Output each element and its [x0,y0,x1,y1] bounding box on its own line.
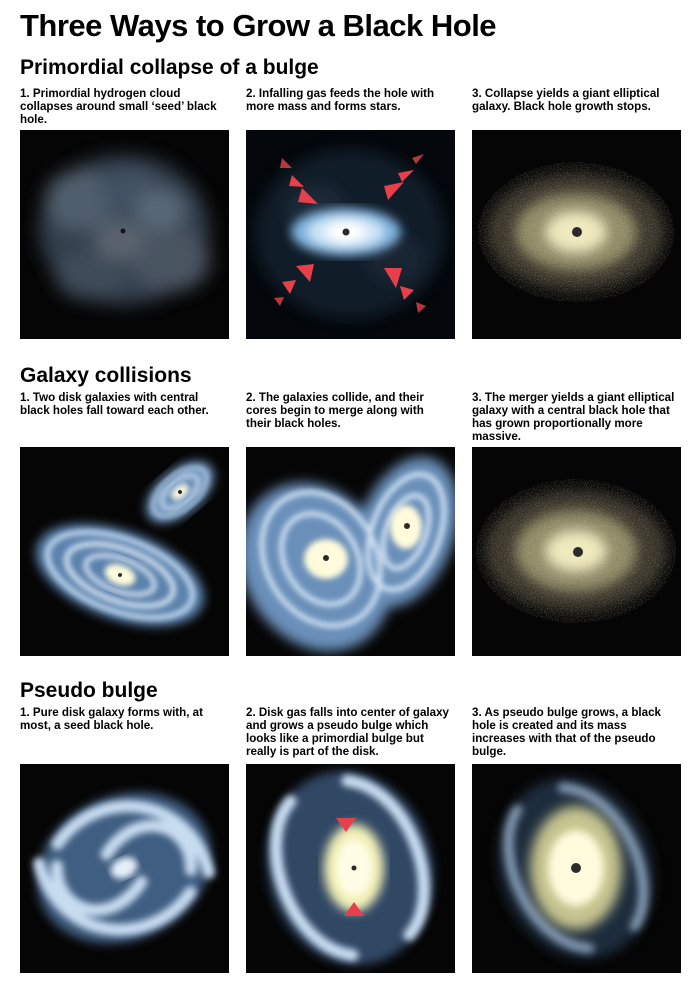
black-hole [572,227,582,237]
caption-collision-step-1: 1. Two disk galaxies with central black … [20,391,209,417]
panel-infalling-gas [246,130,455,339]
caption-primordial-step-2: 2. Infalling gas feeds the hole with mor… [246,87,435,113]
red-arrow-icon [274,297,284,306]
red-arrow-icon [289,175,304,187]
red-arrow-icon [412,154,424,164]
panel-disk-gas-infall [246,764,455,973]
panel-giant-elliptical-1 [472,130,681,339]
panel-two-disk-galaxies [20,447,229,656]
red-arrow-icon [280,158,292,168]
black-hole [351,865,357,871]
caption-primordial-step-3: 3. Collapse yields a giant elliptical ga… [472,87,660,113]
red-arrow-icon [398,170,414,182]
pseudo-bulge-growth-illustration [472,764,681,973]
panel-pure-disk-galaxy [20,764,229,973]
disk-gas-infall-illustration [246,764,455,973]
red-arrow-icon [400,286,414,300]
red-arrow-icon [298,188,318,204]
red-arrow-icon [384,182,404,200]
panel-primordial-hydrogen-cloud [20,130,229,339]
pure-disk-galaxy-illustration [20,764,229,973]
section-heading-galaxy-collisions: Galaxy collisions [20,364,192,387]
hydrogen-cloud-illustration [20,130,229,339]
red-arrow-icon [282,280,296,294]
black-hole [342,228,350,236]
colliding-galaxies-illustration [246,447,455,656]
red-arrow-up-icon [344,902,364,916]
section-heading-pseudo-bulge: Pseudo bulge [20,679,158,702]
merged-elliptical-illustration [472,447,681,656]
red-arrow-down-icon [336,818,356,832]
infalling-gas-illustration [246,130,455,339]
two-disk-galaxies-illustration [20,447,229,656]
black-hole [404,523,410,529]
infographic-title: Three Ways to Grow a Black Hole [20,8,497,43]
red-arrow-icon [416,302,426,313]
black-hole [573,547,583,557]
small-spiral-galaxy [146,461,214,523]
caption-primordial-step-1: 1. Primordial hydrogen cloud collapses a… [20,87,217,126]
section-heading-primordial-collapse: Primordial collapse of a bulge [20,56,319,79]
large-spiral-galaxy [35,523,205,627]
panel-pseudo-bulge-growth [472,764,681,973]
caption-collision-step-2: 2. The galaxies collide, and their cores… [246,391,424,430]
black-hole [571,863,581,873]
caption-pseudo-step-2: 2. Disk gas falls into center of galaxy … [246,706,449,758]
black-hole [323,555,329,561]
red-arrow-icon [296,264,314,282]
red-arrow-icon [384,268,402,288]
infalling-gas-arrows [274,154,426,313]
panel-giant-elliptical-2 [472,447,681,656]
caption-pseudo-step-1: 1. Pure disk galaxy forms with, at most,… [20,706,203,732]
panel-colliding-galaxies [246,447,455,656]
caption-pseudo-step-3: 3. As pseudo bulge grows, a black hole i… [472,706,661,758]
giant-elliptical-illustration [472,130,681,339]
seed-black-hole [120,228,126,234]
caption-collision-step-3: 3. The merger yields a giant elliptical … [472,391,675,443]
